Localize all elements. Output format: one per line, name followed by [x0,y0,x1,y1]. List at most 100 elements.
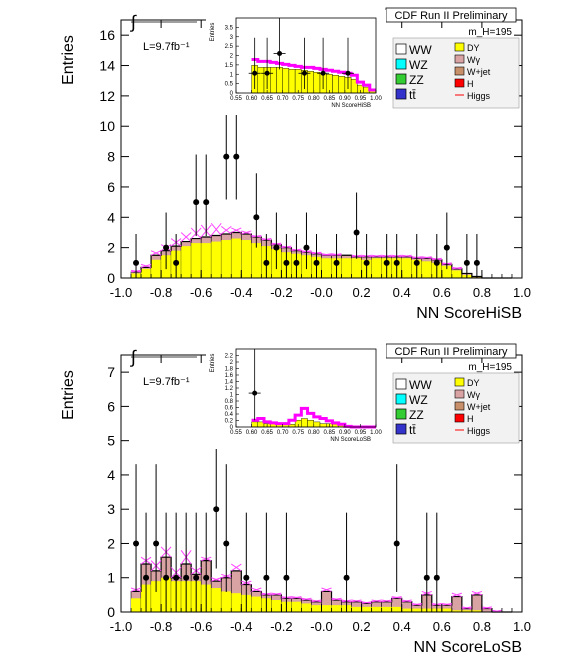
data-point [203,574,210,581]
data-point [303,244,310,251]
data-point [443,244,450,251]
dy-bar [221,240,232,278]
x-tick-label: -0.2 [270,619,292,634]
data-point [173,259,180,266]
legend-label: W+jet [467,402,491,412]
data-point [423,574,430,581]
uncertainty-band [381,599,392,603]
inset-x-tick-label: 0.80 [308,96,320,102]
data-point [313,259,320,266]
mass-label: m_H=195 [468,362,512,373]
legend-swatch [454,54,465,64]
inset-x-tick-label: 1.00 [370,430,382,436]
x-tick-label: -0.4 [230,285,252,300]
uncertainty-band [301,597,312,601]
y-tick-label: 2 [107,240,115,256]
y-tick-label: 8 [107,149,115,165]
x-tick-label: 1.0 [513,619,531,634]
inset-y-tick-label: 0.8 [225,399,234,405]
dy-bar [251,596,262,612]
legend-label: tt̄ [409,88,416,102]
x-tick-label: 1.0 [513,285,531,300]
dy-bar [131,598,142,612]
legend-swatch [395,58,407,70]
inset-x-tick-label: 0.85 [323,430,335,436]
inset-y-tick-label: 0.6 [225,406,234,412]
dy-bar [421,261,432,278]
uncertainty-band [411,602,422,606]
inset-x-tick-label: 0.55 [230,96,242,102]
inset-dy-bar [282,68,290,94]
legend-label: WW [409,43,432,57]
legend-label: W+jet [467,67,491,77]
dy-bar [411,608,422,612]
x-tick-label: -0.2 [270,285,292,300]
data-point [143,574,150,581]
inset-y-tick-label: 1.8 [225,367,234,373]
data-point [463,259,470,266]
inset-y-tick-label: 2.2 [225,354,234,360]
lumi-label: L=9.7fb⁻¹ [143,41,190,53]
data-point [233,153,240,160]
uncertainty-band [220,226,232,235]
uncertainty-band [401,599,412,603]
wgamma-bar [471,594,483,613]
inset-x-title: NN ScoreHiSB [331,103,371,109]
dy-bar [381,606,392,612]
inset-dy-bar [313,72,321,94]
inset-data-point [264,70,270,76]
data-point [133,540,140,547]
uncertainty-band [230,563,242,572]
x-tick-label: 0.8 [473,619,491,634]
data-point [363,259,370,266]
inset-y-tick-label: 1 [230,393,234,399]
inset-x-tick-label: 0.95 [355,96,367,102]
inset-y-tick-label: 1 [230,72,234,78]
y-tick-label: 2 [107,535,115,551]
inset-dy-bar [307,420,314,428]
inset-y-tick-label: 0 [230,425,234,431]
legend-label: DY [467,378,480,388]
y-tick-label: 12 [99,88,115,104]
inset-dy-bar [301,418,308,428]
inset-data-point [345,70,351,76]
dy-bar [151,581,162,612]
dy-bar [141,268,152,278]
dy-bar [231,593,242,612]
dy-bar [301,603,312,612]
data-point [223,153,230,160]
inset-x-tick-label: 0.75 [292,430,304,436]
uncertainty-band [461,606,472,610]
legend-swatch [454,66,465,76]
dy-bar [441,265,452,278]
data-point [153,540,160,547]
y-tick-label: 3 [107,501,115,517]
inset-dy-bar [270,67,277,94]
y-tick-label: 7 [107,364,115,380]
data-point [273,244,280,251]
inset-data-point [301,70,307,76]
inset-dy-bar [319,423,327,428]
x-tick-label: -0.8 [150,619,172,634]
inset-dy-bar [332,75,339,94]
inset-x-tick-label: 0.60 [246,96,258,102]
legend-label: WZ [409,393,428,407]
inset-x-tick-label: 0.90 [339,430,351,436]
data-point [243,574,250,581]
data-point [173,574,180,581]
x-tick-label: 0.2 [353,285,371,300]
y-tick-label: 4 [107,467,115,483]
uncertainty-band [211,577,222,582]
uncertainty-band [251,587,262,592]
inset-y-tick-label: 2 [230,54,234,60]
legend-label: H [467,414,474,424]
dy-bar [391,606,402,612]
uncertainty-band [321,587,332,592]
inset-x-title: NN ScoreLoSB [330,437,371,443]
inset-x-tick-label: 0.75 [292,96,304,102]
inset-x-tick-label: 0.55 [230,430,242,436]
uncertainty-band [361,601,372,604]
legend-label: WZ [409,58,428,72]
dy-bar [451,610,462,612]
inset-dy-bar [313,421,321,428]
